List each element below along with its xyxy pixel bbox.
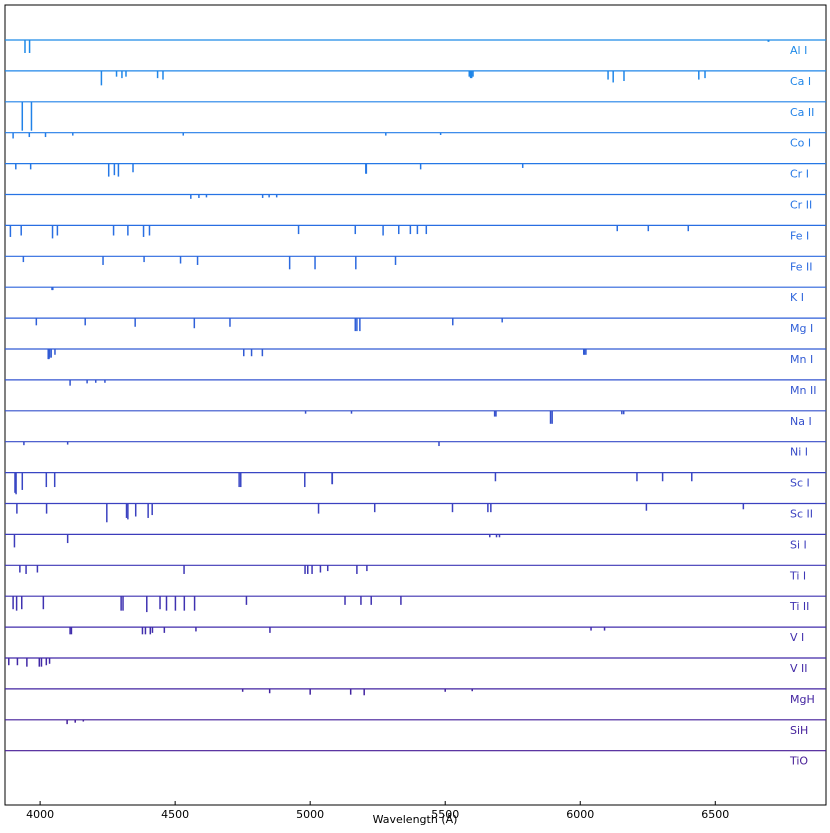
series-label: Sc I (790, 477, 810, 490)
series-label: V II (790, 662, 808, 675)
series-label: K I (790, 291, 804, 304)
series-label: Ti I (789, 569, 806, 582)
series-label: Na I (790, 415, 812, 428)
x-tick-label: 5000 (296, 808, 324, 821)
series-label: Ni I (790, 446, 808, 459)
x-axis-label: Wavelength (Å) (373, 813, 458, 826)
x-tick-label: 6000 (566, 808, 594, 821)
series-label: V I (790, 631, 804, 644)
series-label: TiO (789, 755, 808, 768)
series-label: MgH (790, 693, 815, 706)
series-label: Al I (790, 44, 807, 57)
series-label: Sc II (790, 508, 813, 521)
series-label: Ca II (790, 106, 814, 119)
series-label: Co I (790, 137, 811, 150)
series-label: Fe I (790, 229, 809, 242)
x-tick-label: 5500 (431, 808, 459, 821)
x-tick-label: 4500 (161, 808, 189, 821)
series-label: Cr II (790, 199, 812, 212)
x-tick-label: 4000 (26, 808, 54, 821)
series-label: SiH (790, 724, 808, 737)
series-label: Mg I (790, 322, 813, 335)
plot-frame (4, 4, 827, 806)
series-label: Si I (790, 538, 807, 551)
series-label: Ca I (790, 75, 811, 88)
x-tick-label: 6500 (701, 808, 729, 821)
series-label: Mn I (790, 353, 813, 366)
series-label: Fe II (790, 260, 812, 273)
series-label: Cr I (790, 168, 809, 181)
series-label: Mn II (790, 384, 816, 397)
series-label: Ti II (789, 600, 809, 613)
